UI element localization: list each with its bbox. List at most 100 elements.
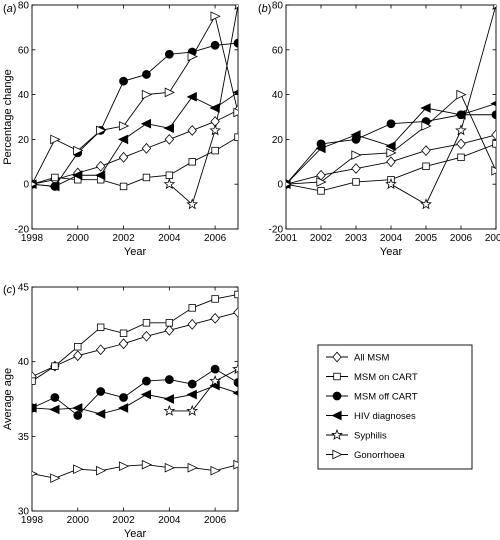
series-line-all_msm xyxy=(32,109,238,185)
legend-marker-gonorrhoea xyxy=(332,449,343,460)
data-point-syphilis xyxy=(163,178,176,190)
data-point-msm_off_cart xyxy=(386,119,396,129)
plot-frame xyxy=(31,4,239,230)
series-line-msm_on_cart xyxy=(32,136,238,187)
data-point-hiv_diagnoses xyxy=(49,404,60,415)
series-line-syphilis xyxy=(390,5,496,205)
data-point-msm_on_cart xyxy=(188,304,196,312)
data-point-gonorrhoea xyxy=(32,181,38,187)
data-point-msm_on_cart xyxy=(234,133,238,141)
y-tick-label: 40 xyxy=(272,90,284,101)
data-point-msm_on_cart xyxy=(317,187,325,195)
data-point-hiv_diagnoses xyxy=(232,89,238,96)
data-point-gonorrhoea xyxy=(210,465,221,476)
data-point-msm_off_cart xyxy=(210,40,220,50)
data-point-syphilis xyxy=(209,124,221,136)
series-line-gonorrhoea xyxy=(32,14,238,185)
y-tick-label: 30 xyxy=(18,507,30,518)
data-point-gonorrhoea xyxy=(96,465,107,476)
data-point-gonorrhoea xyxy=(50,473,61,483)
data-point-hiv_diagnoses xyxy=(72,170,83,181)
data-point-gonorrhoea xyxy=(456,89,467,100)
data-point-gonorrhoea xyxy=(386,148,397,158)
legend-frame xyxy=(317,344,473,470)
data-point-hiv_diagnoses xyxy=(232,390,238,396)
y-tick-label: 60 xyxy=(18,45,30,56)
data-point-hiv_diagnoses xyxy=(163,123,174,134)
data-point-syphilis xyxy=(209,374,221,387)
data-point-all_msm xyxy=(386,156,396,168)
data-point-msm_off_cart xyxy=(142,70,151,79)
x-axis-label: Year xyxy=(124,246,147,258)
data-point-all_msm xyxy=(456,138,466,150)
data-point-gonorrhoea xyxy=(421,121,432,131)
data-point-hiv_diagnoses xyxy=(49,181,60,192)
data-point-gonorrhoea xyxy=(164,87,175,98)
x-tick-label: 2004 xyxy=(380,233,403,244)
data-point-hiv_diagnoses xyxy=(117,134,129,145)
data-point-syphilis xyxy=(186,404,199,416)
data-point-all_msm xyxy=(118,338,129,350)
series-line-syphilis xyxy=(169,5,238,206)
y-tick-label: 0 xyxy=(277,180,283,191)
series-line-gonorrhoea xyxy=(286,93,496,185)
x-tick-label: 1998 xyxy=(21,515,44,526)
data-point-msm_on_cart xyxy=(51,173,59,182)
x-tick-label: 2000 xyxy=(67,233,90,244)
data-point-all_msm xyxy=(95,344,106,356)
x-tick-label: 2004 xyxy=(158,515,181,526)
data-point-msm_on_cart xyxy=(119,182,128,191)
y-tick-label: -20 xyxy=(269,225,284,236)
legend-marker-msm_on_cart xyxy=(333,372,341,381)
data-point-hiv_diagnoses xyxy=(186,389,197,400)
data-point-syphilis xyxy=(163,404,176,416)
legend-label-gonorrhoea: Gonorrhoea xyxy=(354,450,405,461)
data-point-msm_on_cart xyxy=(457,153,465,162)
data-point-hiv_diagnoses xyxy=(140,118,152,129)
panel-label: (a) xyxy=(3,3,16,15)
data-point-all_msm xyxy=(491,129,496,141)
data-point-hiv_diagnoses xyxy=(350,130,361,140)
data-point-msm_off_cart xyxy=(119,393,128,402)
data-point-hiv_diagnoses xyxy=(117,403,129,413)
data-point-hiv_diagnoses xyxy=(490,100,496,107)
data-point-msm_on_cart xyxy=(188,158,196,166)
data-point-gonorrhoea xyxy=(73,464,84,475)
data-point-hiv_diagnoses xyxy=(163,394,174,404)
data-point-gonorrhoea xyxy=(32,471,38,477)
legend: All MSM MSM on CART MSM off CART HIV diagno… xyxy=(317,344,473,470)
panel-b: 2001 2002 2003 2004 2005 2006 2007 -20 0 20 40 60 80… xyxy=(258,1,500,259)
y-tick-label: 80 xyxy=(272,1,284,12)
data-point-hiv_diagnoses xyxy=(72,403,83,413)
data-point-msm_on_cart xyxy=(51,362,59,370)
data-point-hiv_diagnoses xyxy=(140,389,152,400)
data-point-gonorrhoea xyxy=(233,107,238,118)
panel-a: 1998 2000 2002 2004 2006 -20 0 20 40 60 80 Year Perc… xyxy=(2,1,239,258)
data-point-msm_off_cart xyxy=(73,411,83,420)
data-point-gonorrhoea xyxy=(118,121,130,131)
data-point-all_msm xyxy=(118,151,129,163)
data-point-msm_on_cart xyxy=(422,162,430,170)
data-point-all_msm xyxy=(141,330,152,342)
data-point-msm_off_cart xyxy=(142,376,151,386)
data-point-hiv_diagnoses xyxy=(186,92,197,102)
y-tick-label: -20 xyxy=(15,225,30,236)
data-point-msm_off_cart xyxy=(491,110,496,120)
legend-label-msm_off_cart: MSM off CART xyxy=(354,392,418,403)
y-tick-label: 60 xyxy=(272,45,284,56)
y-tick-label: 40 xyxy=(18,90,30,101)
data-point-hiv_diagnoses xyxy=(385,141,396,151)
data-point-msm_on_cart xyxy=(492,140,496,148)
data-point-msm_on_cart xyxy=(74,343,82,351)
y-tick-label: 20 xyxy=(272,135,284,146)
data-point-all_msm xyxy=(187,125,197,136)
data-point-msm_on_cart xyxy=(165,319,174,327)
legend-marker-hiv_diagnoses xyxy=(331,410,342,421)
panel-label: (b) xyxy=(258,3,271,15)
data-point-all_msm xyxy=(164,324,175,336)
series-line-msm_off_cart xyxy=(32,42,238,187)
series-line-all_msm xyxy=(32,311,238,378)
data-point-gonorrhoea xyxy=(286,181,292,187)
plot-frame xyxy=(31,286,239,512)
data-point-hiv_diagnoses xyxy=(95,409,106,419)
